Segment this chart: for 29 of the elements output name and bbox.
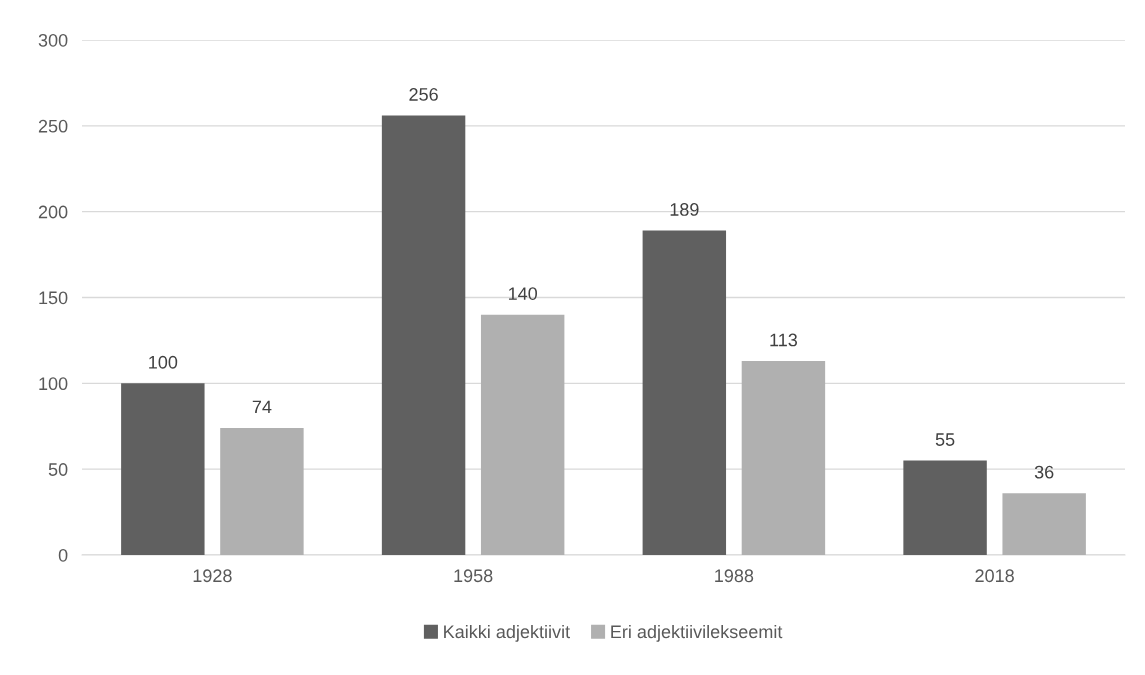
data-label: 256 [409, 88, 438, 101]
data-label: 140 [508, 287, 538, 300]
bar [1002, 493, 1086, 555]
x-tick-label: 2018 [975, 569, 1014, 583]
x-tick-label: 1988 [715, 569, 754, 583]
y-tick-label: 150 [39, 291, 68, 305]
data-label: 113 [770, 333, 798, 347]
y-tick-label: 50 [48, 463, 68, 476]
bar [121, 383, 205, 555]
data-label: 189 [670, 203, 699, 216]
data-label: 100 [149, 355, 178, 369]
legend-label: Kaikki adjektiivit [444, 624, 570, 642]
y-tick-label: 300 [38, 33, 68, 47]
y-tick-label: 250 [38, 119, 68, 133]
data-label: 55 [935, 433, 955, 446]
bar [903, 460, 987, 555]
data-label: 74 [252, 400, 272, 414]
bar [741, 361, 826, 555]
bar [220, 427, 304, 555]
legend-label: Eri adjektiivilekseemit [611, 624, 783, 642]
x-tick-label: 1928 [193, 569, 232, 583]
data-label: 36 [1034, 465, 1054, 479]
bar [480, 314, 565, 555]
x-tick-label: 1958 [454, 569, 493, 583]
y-tick-label: 200 [38, 205, 68, 219]
bar [381, 115, 466, 555]
y-tick-label: 100 [39, 377, 68, 391]
bar [642, 230, 727, 555]
y-tick-label: 0 [58, 548, 68, 562]
